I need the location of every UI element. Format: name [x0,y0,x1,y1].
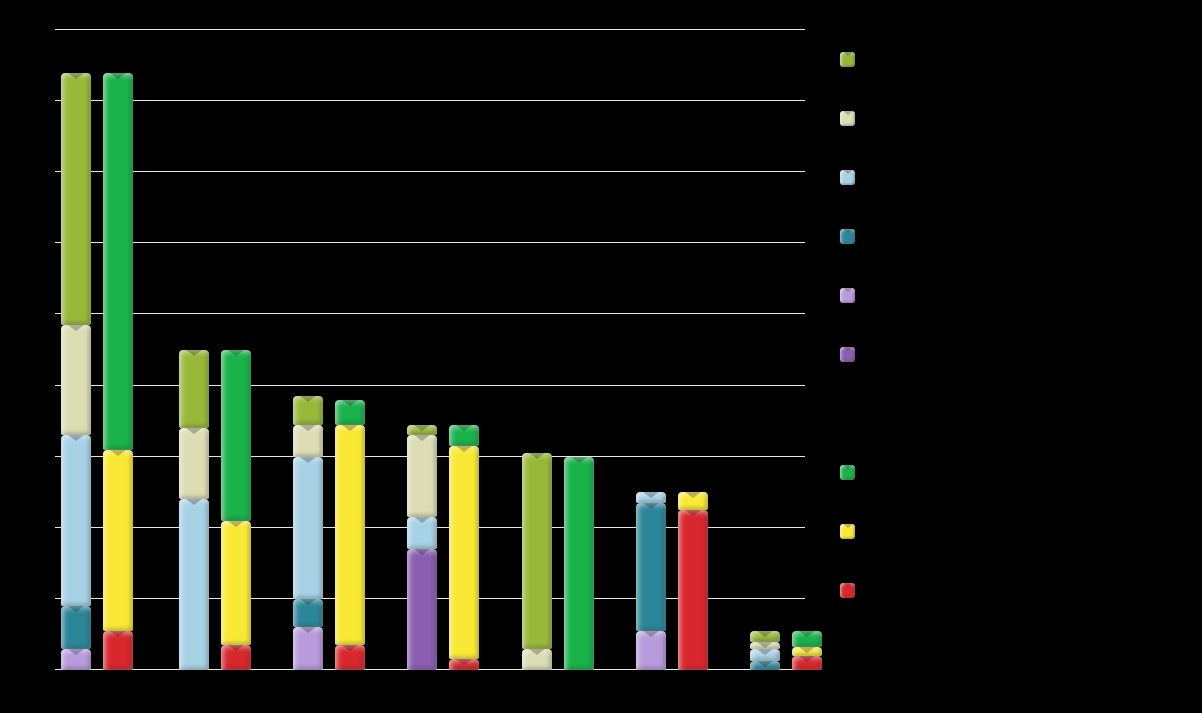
bar-segment [179,428,209,499]
series-lavender-swatch [840,288,855,303]
bar-segment [678,492,708,510]
bar-segment [179,499,209,670]
bar-segment [61,73,91,325]
bar-segment [449,446,479,659]
legend-item [840,227,1180,245]
series-yellow-swatch [840,524,855,539]
bar-segment [750,631,780,642]
bar-segment [750,661,780,670]
legend-item [840,50,1180,68]
bar-segment [221,645,251,670]
series-beige-swatch [840,111,855,126]
bar-segment [293,425,323,457]
legend [840,50,1180,640]
bar-segment [407,425,437,436]
plot-area [55,30,805,670]
bar-segment [792,656,822,670]
series-red-swatch [840,583,855,598]
bar-segment [61,606,91,649]
bar-segment [750,649,780,662]
series-olive-swatch [840,52,855,67]
legend-item [840,522,1180,540]
bar-segment [407,517,437,549]
gridline [55,242,805,243]
bar-segment [103,631,133,670]
bar-segment [103,450,133,631]
series-teal-swatch [840,229,855,244]
bar-segment [335,425,365,645]
bar-segment [221,350,251,521]
series-purple-swatch [840,347,855,362]
bar-segment [103,73,133,450]
bar-segment [293,599,323,627]
bar-segment [449,659,479,670]
bar-segment [750,642,780,649]
gridline [55,100,805,101]
legend-item [840,345,1180,363]
gridline [55,313,805,314]
bar-segment [61,435,91,606]
bar-segment [335,400,365,425]
series-green-swatch [840,465,855,480]
bar-segment [792,631,822,647]
bar-segment [179,350,209,428]
bar-segment [636,631,666,670]
bar-segment [221,521,251,645]
legend-spacer [840,406,855,421]
bar-segment [636,503,666,631]
bar-segment [335,645,365,670]
bar-segment [792,647,822,656]
bar-segment [449,425,479,446]
bar-segment [564,457,594,670]
legend-item [840,286,1180,304]
bar-segment [61,649,91,670]
bar-segment [293,396,323,424]
bar-segment [61,325,91,435]
bar-segment [678,510,708,670]
bar-segment [407,435,437,517]
legend-item [840,168,1180,186]
gridline [55,29,805,30]
legend-item [840,463,1180,481]
bar-segment [407,549,437,670]
legend-item [840,404,1180,422]
bar-segment [293,627,323,670]
bar-segment [636,492,666,503]
legend-item [840,581,1180,599]
gridline [55,385,805,386]
bar-segment [522,649,552,670]
bar-segment [522,453,552,649]
legend-item [840,109,1180,127]
bar-segment [293,457,323,599]
series-pale-blue-swatch [840,170,855,185]
gridline [55,171,805,172]
